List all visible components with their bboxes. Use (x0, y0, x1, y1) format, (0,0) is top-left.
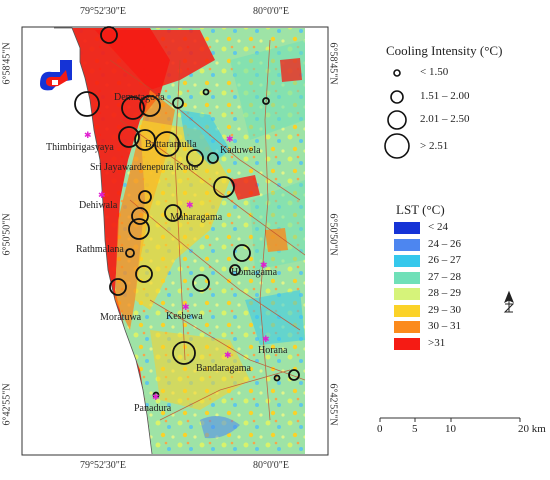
lst-legend-label: 30 – 31 (428, 320, 461, 332)
cooling-circle (213, 176, 235, 198)
lat-label-left-bottom: 6°42'55"N (1, 383, 13, 426)
cooling-circle (229, 264, 241, 276)
place-label: Battaramulla (145, 139, 197, 150)
star-icon: ✱ (260, 260, 268, 270)
cooling-circle (118, 126, 140, 148)
lat-label-left-top: 6°58'45"N (1, 42, 13, 85)
cooling-legend-label: 2.01 – 2.50 (420, 113, 470, 125)
place-label: Kesbewa (166, 311, 203, 322)
admin-markers: ✱ ✱ ✱ ✱ ✱ ✱ ✱ ✱ ✱ (84, 130, 270, 402)
lst-legend-swatch (394, 255, 420, 267)
scale-label: 10 (445, 423, 456, 435)
star-icon: ✱ (224, 350, 232, 360)
place-label: Thimbirigasyaya (46, 142, 114, 153)
star-icon: ✱ (262, 334, 270, 344)
star-icon: ✱ (152, 392, 160, 402)
place-label: Rathmalana (76, 244, 124, 255)
cooling-circles (74, 26, 300, 399)
lst-legend-swatch (394, 238, 420, 251)
star-icon: ✱ (186, 200, 194, 210)
cooling-circle (164, 204, 182, 222)
cooling-circle (100, 26, 118, 44)
cooling-legend-title: Cooling Intensity (°C) (386, 43, 503, 58)
lon-label-bottom-left: 79°52'30"E (80, 460, 126, 471)
scale-label: 5 (412, 423, 418, 435)
cooling-circle (207, 152, 219, 164)
cooling-circle (273, 374, 281, 382)
lst-legend-label: < 24 (428, 221, 448, 233)
place-label: Dematagoda (114, 92, 165, 103)
cooling-circle (135, 265, 153, 283)
cooling-circle (128, 218, 150, 240)
place-label: Moratuwa (100, 312, 142, 323)
scale-label: 0 (377, 423, 383, 435)
cooling-circle (186, 149, 204, 167)
lst-legend-label: 28 – 29 (428, 287, 461, 299)
cooling-circle (154, 131, 180, 157)
lst-legend-label: 24 – 26 (428, 237, 461, 250)
star-icon: ✱ (182, 302, 190, 312)
place-label: Panadura (134, 403, 172, 414)
cooling-circle (131, 207, 149, 225)
cooling-circle (152, 391, 160, 399)
place-label: Kaduwela (220, 145, 261, 156)
cooling-legend-label: 1.51 – 2.00 (420, 90, 470, 102)
star-icon: ✱ (98, 190, 106, 200)
place-label: Maharagama (170, 212, 223, 223)
place-label: Horana (258, 345, 288, 356)
lon-label-top-left: 79°52'30"E (80, 6, 126, 17)
cooling-circle (262, 97, 270, 105)
cooling-circle (202, 88, 210, 96)
scale-label: 20 km (518, 423, 546, 435)
place-label: Homagama (231, 267, 278, 278)
lat-label-right-bottom: 6°42'55"N (327, 383, 339, 426)
cooling-legend-label: < 1.50 (420, 66, 449, 78)
lat-label-right-mid: 6°50'50"N (327, 213, 339, 256)
harbour (40, 60, 72, 91)
lst-legend-label: 29 – 30 (428, 303, 461, 316)
place-label: Sri Jayawardenepura Kotte (90, 162, 199, 173)
place-label: Bandaragama (196, 363, 251, 374)
cooling-circle (288, 369, 300, 381)
lst-legend-label: >31 (428, 336, 446, 349)
cooling-circle (172, 97, 184, 109)
lst-legend-swatch (394, 222, 420, 234)
north-arrow-icon (503, 290, 515, 313)
cooling-legend-symbols (384, 69, 410, 159)
coastline (54, 27, 153, 455)
lon-label-bottom-right: 80°0'0"E (253, 460, 289, 471)
cooling-circle (125, 248, 135, 258)
cooling-legend-label: > 2.51 (420, 140, 449, 152)
cooling-circle (109, 278, 127, 296)
cooling-legend-symbol (393, 69, 401, 77)
cooling-circle (233, 244, 251, 262)
cooling-legend-symbol (390, 90, 404, 104)
lst-legend-title: LST (°C) (396, 202, 445, 217)
place-label: Dehiwala (79, 200, 118, 211)
cooling-legend-symbol (384, 133, 410, 159)
lst-legend-swatch (394, 288, 420, 300)
cooling-circle (138, 190, 152, 204)
scale-bar (379, 417, 521, 422)
cooling-circle (74, 91, 100, 117)
lst-legend-swatch (394, 321, 420, 333)
lon-label-top-right: 80°0'0"E (253, 6, 289, 17)
lst-legend-swatch (394, 304, 420, 317)
cooling-circle (139, 95, 161, 117)
lat-label-left-mid: 6°50'50"N (1, 213, 13, 256)
star-icon: ✱ (226, 134, 234, 144)
cooling-circle (192, 274, 210, 292)
lst-legend-swatch (394, 337, 420, 350)
cooling-circle (172, 341, 196, 365)
lat-label-right-top: 6°58'45"N (327, 42, 339, 85)
star-icon: ✱ (84, 130, 92, 140)
cooling-legend-symbol (387, 110, 407, 130)
lst-legend-label: 27 – 28 (428, 270, 461, 283)
lst-legend-label: 26 – 27 (428, 254, 461, 266)
lst-legend-swatch (394, 271, 420, 284)
cooling-circle (121, 96, 145, 120)
